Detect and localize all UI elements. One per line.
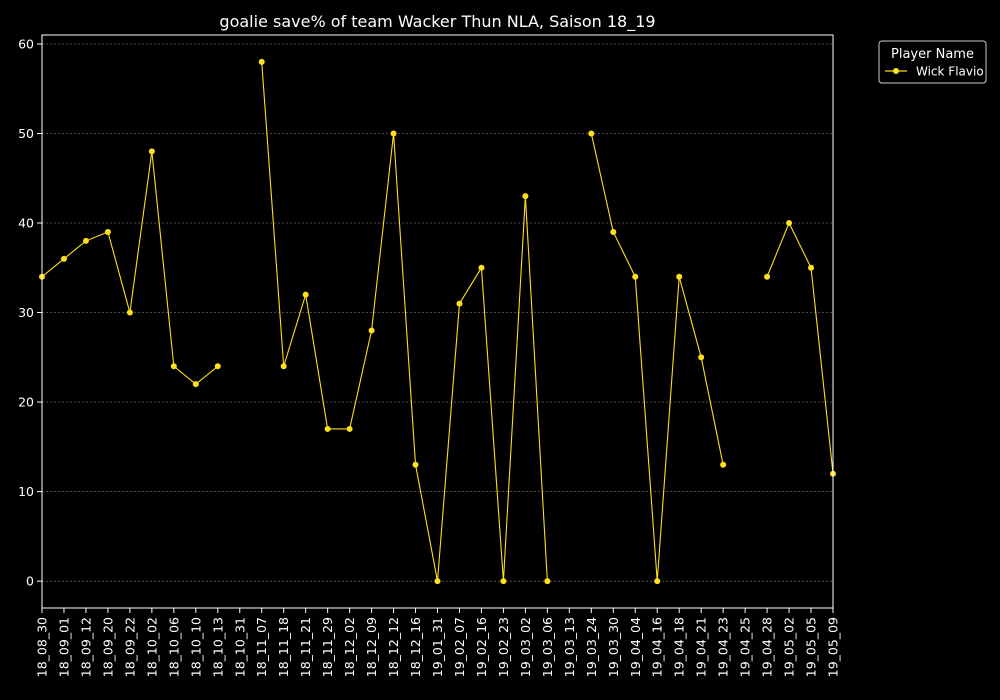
- x-tick-label: 18_10_06: [166, 617, 181, 677]
- data-point: [698, 354, 705, 361]
- x-tick-label: 19_04_18: [672, 617, 687, 677]
- data-point: [192, 381, 199, 388]
- x-tick-label: 19_05_02: [782, 617, 797, 677]
- data-point: [60, 255, 67, 262]
- data-point: [456, 300, 463, 307]
- series-line-segment: [766, 221, 834, 474]
- data-point: [720, 461, 727, 468]
- x-tick-label: 19_02_16: [474, 617, 489, 677]
- x-tick-label: 19_05_05: [804, 617, 819, 677]
- x-tick-label: 18_09_20: [100, 617, 115, 677]
- x-tick-label: 18_10_31: [232, 617, 247, 677]
- legend-entry-label: Wick Flavio: [916, 65, 984, 79]
- data-point: [500, 578, 507, 585]
- data-point: [522, 193, 529, 200]
- data-point: [148, 148, 155, 155]
- series-points: [39, 58, 836, 585]
- data-point: [632, 273, 639, 280]
- x-tick-label: 18_11_18: [276, 617, 291, 677]
- x-tick-label: 18_10_02: [144, 617, 159, 677]
- series-line-segment: [261, 61, 548, 582]
- data-point: [412, 461, 419, 468]
- x-tick-label: 19_03_24: [584, 617, 599, 677]
- x-tick-label: 19_03_30: [606, 617, 621, 677]
- data-point: [544, 578, 551, 585]
- plot-area: [42, 35, 833, 608]
- x-tick-label: 19_04_21: [694, 617, 709, 677]
- x-tick-label: 19_04_28: [760, 617, 775, 677]
- x-tick-label: 18_09_12: [78, 617, 93, 677]
- legend-swatch-marker: [893, 68, 899, 74]
- data-point: [324, 425, 331, 432]
- data-point: [82, 237, 89, 244]
- x-tick-label: 18_12_02: [342, 617, 357, 677]
- data-point: [390, 130, 397, 137]
- data-point: [478, 264, 485, 271]
- data-point: [280, 363, 287, 370]
- y-tick-label: 40: [18, 216, 34, 231]
- x-tick-label: 18_09_22: [122, 617, 137, 677]
- data-point: [170, 363, 177, 370]
- y-tick-label: 60: [18, 36, 34, 51]
- data-point: [676, 273, 683, 280]
- x-tick-label: 18_10_10: [188, 617, 203, 677]
- x-axis: 18_08_30 18_09_01 18_09_12 18_09_20 18_09_22…: [35, 608, 841, 677]
- x-tick-label: 18_11_21: [298, 617, 313, 677]
- x-tick-label: 18_08_30: [35, 617, 50, 677]
- legend-box: [878, 40, 987, 84]
- x-tick-label: 18_11_29: [320, 617, 335, 677]
- data-point: [368, 327, 375, 334]
- x-tick-label: 19_03_02: [518, 617, 533, 677]
- x-tick-label: 18_10_13: [210, 617, 225, 677]
- x-tick-label: 18_12_09: [364, 617, 379, 677]
- x-tick-label: 18_12_16: [408, 617, 423, 677]
- y-tick-label: 20: [18, 395, 34, 410]
- x-tick-label: 19_04_16: [650, 617, 665, 677]
- y-axis: 0 10 20 30 40 50 60: [18, 36, 42, 589]
- data-point: [786, 220, 793, 227]
- y-tick-label: 0: [26, 574, 34, 589]
- y-tick-label: 30: [18, 305, 34, 320]
- x-tick-label: 18_11_07: [254, 617, 269, 677]
- legend: Player Name Wick Flavio: [878, 40, 987, 84]
- data-point: [126, 309, 133, 316]
- data-point: [588, 130, 595, 137]
- chart-title: goalie save% of team Wacker Thun NLA, Sa…: [219, 12, 655, 32]
- data-point: [434, 578, 441, 585]
- x-tick-label: 19_01_31: [430, 617, 445, 677]
- x-tick-label: 18_12_12: [386, 617, 401, 677]
- data-point: [654, 578, 661, 585]
- x-tick-label: 19_02_07: [452, 617, 467, 677]
- data-point: [104, 228, 111, 235]
- data-point: [808, 264, 815, 271]
- x-tick-label: 19_03_06: [540, 617, 555, 677]
- data-point: [346, 425, 353, 432]
- x-tick-label: 19_05_09: [826, 617, 841, 677]
- y-tick-label: 50: [18, 126, 34, 141]
- x-tick-label: 18_09_01: [56, 617, 71, 677]
- x-tick-label: 19_02_23: [496, 617, 511, 677]
- y-tick-label: 10: [18, 484, 34, 499]
- data-point: [764, 273, 771, 280]
- x-tick-label: 19_04_25: [738, 617, 753, 677]
- x-tick-label: 19_04_04: [628, 617, 643, 677]
- x-tick-label: 19_04_23: [716, 617, 731, 677]
- data-point: [610, 228, 617, 235]
- legend-title: Player Name: [891, 47, 974, 62]
- data-point: [302, 291, 309, 298]
- data-point: [258, 58, 265, 65]
- data-point: [214, 363, 221, 370]
- x-tick-label: 19_03_13: [562, 617, 577, 677]
